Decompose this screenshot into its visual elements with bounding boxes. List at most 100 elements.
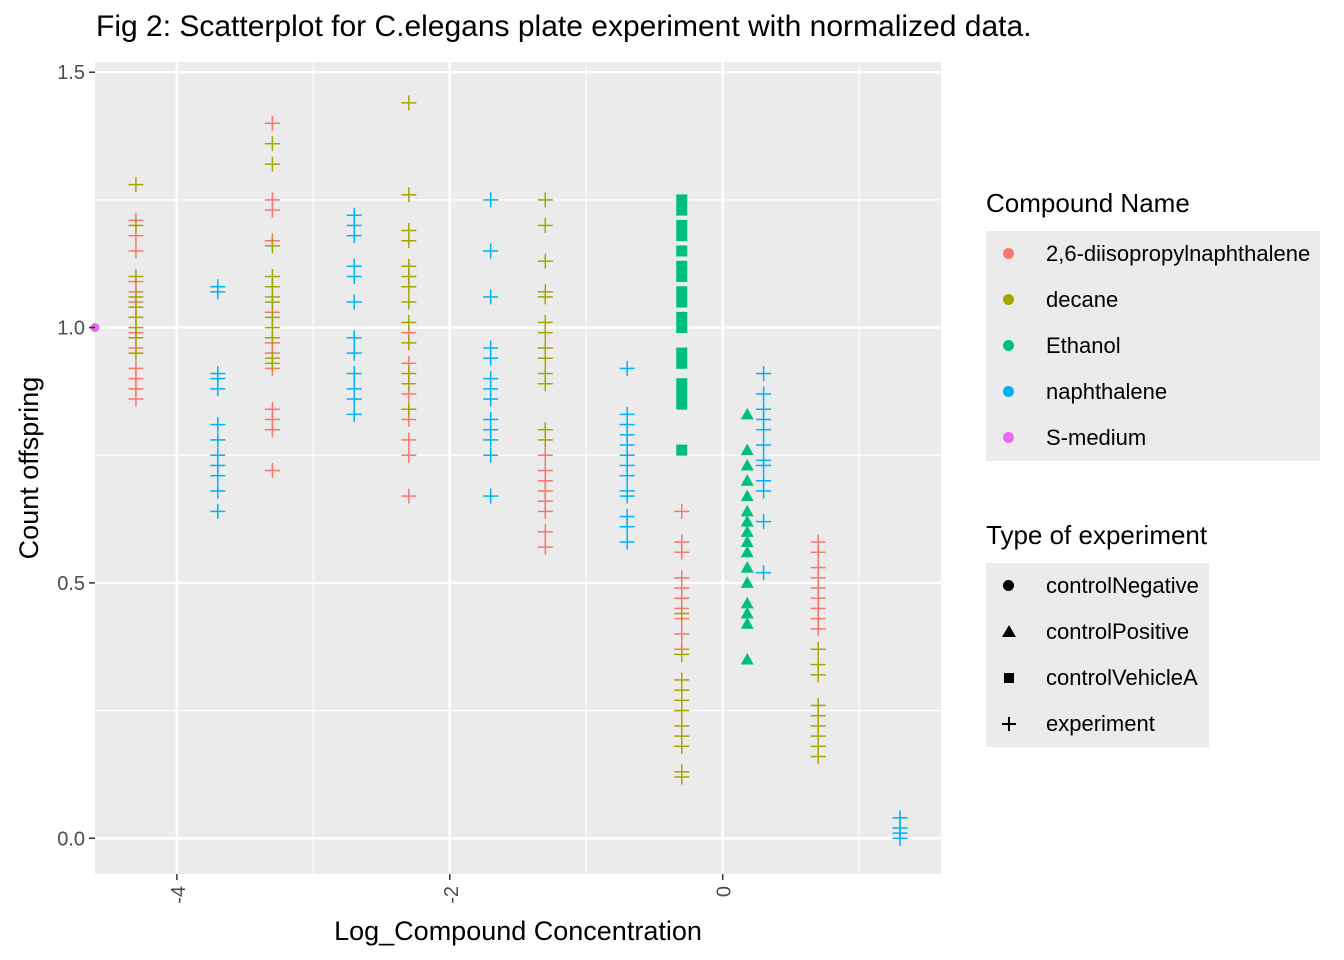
data-point-triangle <box>740 458 754 471</box>
data-point-plus <box>210 417 226 433</box>
data-point-plus <box>401 488 417 504</box>
data-point-plus <box>128 217 144 233</box>
data-point-plus <box>210 284 226 300</box>
data-point-plus <box>810 641 826 657</box>
y-tick-label: 0.5 <box>57 573 85 595</box>
data-point-plus <box>401 401 417 417</box>
data-point-plus <box>346 268 362 284</box>
data-point-triangle <box>740 407 754 420</box>
data-point-plus <box>401 187 417 203</box>
compound-legend-keys: 2,6-diisopropylnaphthalene decane Ethanol n… <box>986 231 1321 461</box>
data-point-triangle <box>740 474 754 486</box>
data-point-plus <box>483 488 499 504</box>
data-point-plus <box>537 325 553 341</box>
data-point-plus <box>401 95 417 111</box>
x-tick-label: -2 <box>441 886 463 904</box>
y-tick-label: 0.0 <box>57 828 85 850</box>
data-point-plus <box>346 345 362 361</box>
compound-legend: Compound Name 2,6-diisopropylnaphthalene… <box>986 188 1321 461</box>
data-point-plus <box>483 391 499 407</box>
data-point-plus <box>264 294 280 310</box>
data-point-plus <box>537 432 553 448</box>
legend-dot-icon <box>1003 340 1014 351</box>
compound-legend-item: S-medium <box>986 415 1320 461</box>
compound-legend-item: 2,6-diisopropylnaphthalene <box>986 231 1320 277</box>
data-point-triangle <box>740 489 754 502</box>
data-point-plus <box>483 447 499 463</box>
data-point-plus <box>483 243 499 259</box>
legend-shape-key <box>986 701 1032 747</box>
data-point-triangle <box>740 535 754 548</box>
data-point-plus <box>210 503 226 519</box>
data-point-plus <box>128 268 144 284</box>
x-axis-label: Log_Compound Concentration <box>334 916 702 946</box>
data-point-plus <box>810 749 826 765</box>
legend-label: controlPositive <box>1046 619 1190 644</box>
legend-dot-icon <box>1003 386 1014 397</box>
data-point-triangle <box>740 596 754 609</box>
data-point-plus <box>264 136 280 152</box>
data-point-plus <box>128 243 144 259</box>
minor-gridlines <box>95 62 941 874</box>
data-point-plus <box>401 314 417 330</box>
data-point-plus <box>483 192 499 208</box>
legend-label: 2,6-diisopropylnaphthalene <box>1046 241 1311 266</box>
y-axis: 0.0 0.5 1.0 1.5 <box>57 62 95 850</box>
data-point-plus <box>401 447 417 463</box>
data-point-plus <box>810 667 826 683</box>
data-point-plus <box>264 238 280 254</box>
data-point-square <box>676 322 688 334</box>
data-point-plus <box>264 115 280 131</box>
data-point-plus <box>756 565 772 581</box>
data-point-triangle <box>740 576 754 588</box>
experiment-type-legend-item: experiment <box>986 701 1209 747</box>
data-point-plus <box>401 233 417 249</box>
data-point-plus <box>128 330 144 346</box>
legend-dot-icon <box>1003 294 1014 305</box>
data-point-triangle <box>740 443 754 456</box>
data-point-triangle <box>740 504 754 517</box>
plot-panel <box>95 62 941 874</box>
data-point-plus <box>537 289 553 305</box>
data-point-plus <box>756 483 772 499</box>
data-point-plus <box>674 503 690 519</box>
legend-label: decane <box>1046 287 1119 312</box>
data-point-plus <box>674 646 690 662</box>
data-point-plus <box>537 192 553 208</box>
data-point-square <box>676 286 688 298</box>
data-point-triangle <box>740 607 754 619</box>
data-point-plus <box>674 738 690 754</box>
data-point-plus <box>346 366 362 382</box>
data-point-plus <box>756 437 772 453</box>
legend-color-key <box>986 277 1032 323</box>
legend-circle-icon <box>1003 580 1014 591</box>
legend-label: controlNegative <box>1046 573 1199 598</box>
data-point-plus <box>756 457 772 473</box>
data-point-plus <box>674 703 690 719</box>
data-point-triangle <box>740 525 754 537</box>
data-point-plus <box>537 253 553 269</box>
data-point-plus <box>210 381 226 397</box>
data-point-plus <box>537 447 553 463</box>
data-point-plus <box>128 177 144 193</box>
data-point-plus <box>128 345 144 361</box>
data-point-square <box>676 219 688 231</box>
legend-label: controlVehicleA <box>1046 665 1198 690</box>
legend-label: Ethanol <box>1046 333 1121 358</box>
data-point-plus <box>264 355 280 371</box>
data-point-plus <box>210 468 226 484</box>
data-points <box>90 95 908 846</box>
data-point-square <box>676 296 688 308</box>
data-point-plus <box>674 606 690 622</box>
compound-legend-item: decane <box>986 277 1320 323</box>
y-tick-label: 1.5 <box>57 62 85 84</box>
chart-title: Fig 2: Scatterplot for C.elegans plate e… <box>96 10 1032 43</box>
experiment-type-legend-keys: controlNegative controlPositive controlVeh… <box>986 563 1209 747</box>
data-point-plus <box>674 544 690 560</box>
data-point-plus <box>674 626 690 642</box>
experiment-type-legend-item: controlVehicleA <box>986 655 1209 701</box>
data-point-square <box>676 357 688 369</box>
data-point-plus <box>264 422 280 438</box>
legend-label: S-medium <box>1046 425 1147 450</box>
data-point-triangle <box>740 617 754 629</box>
